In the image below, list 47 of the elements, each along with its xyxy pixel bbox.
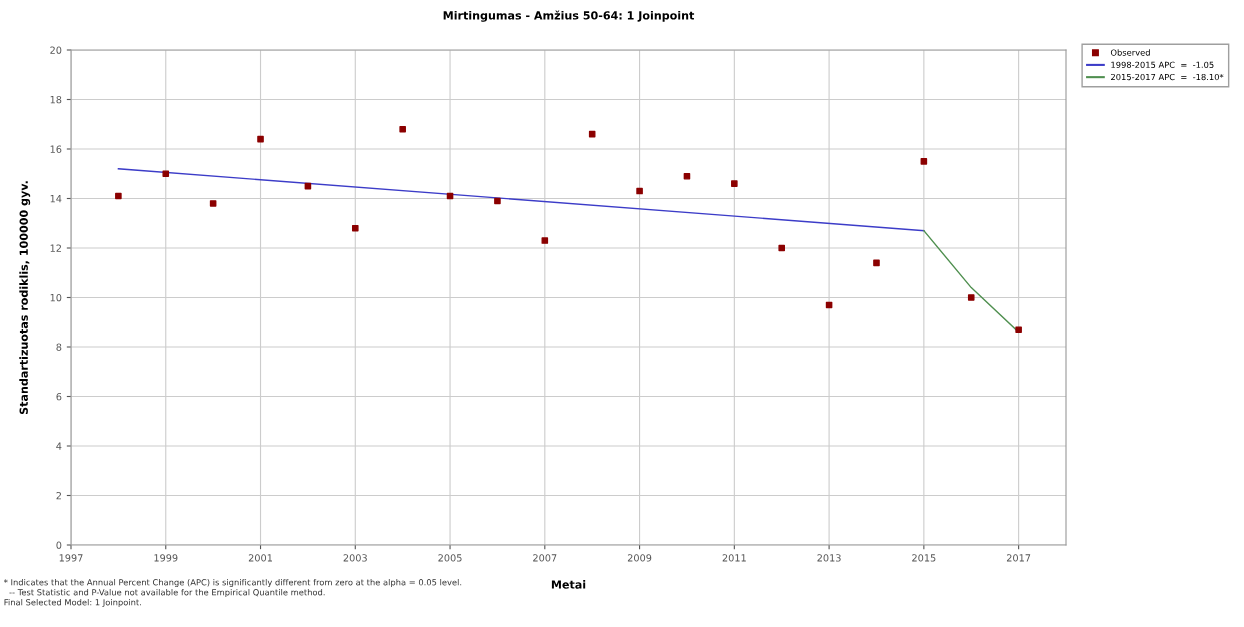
y-tick-label: 0 [56, 541, 62, 549]
y-tick-label: 2 [56, 491, 61, 500]
point [209, 200, 217, 207]
legend-label: 2015-2017 APC = -18.10* [1111, 73, 1224, 81]
chart-title: Mirtingumas - Amžius 50-64: 1 Joinpoint [443, 10, 695, 22]
y-tick-label: 20 [50, 46, 62, 54]
text: Final Selected Model: 1 Joinpoint. [4, 598, 141, 608]
y-tick-label: 14 [50, 195, 62, 203]
y-tick-label: 18 [50, 95, 62, 104]
x-tick-label: 1997 [59, 554, 83, 562]
point [636, 187, 643, 195]
x-tick-label: 2009 [627, 554, 652, 562]
y-tick-label: 8 [56, 343, 62, 351]
point [162, 170, 170, 178]
x-tick-label: 1999 [154, 554, 178, 562]
point [920, 158, 928, 165]
point [873, 259, 880, 267]
point [351, 224, 359, 232]
x-tick-label: 2003 [343, 554, 367, 562]
y-tick-label: 10 [50, 293, 62, 302]
x-tick-label: 2015 [912, 554, 936, 562]
text: -- Test Statistic and P-Value not available for the Empirical Quantile method. [9, 588, 325, 598]
x-tick-label: 2011 [722, 554, 746, 562]
x-tick-label: 2001 [248, 554, 272, 562]
point [778, 244, 786, 252]
y-tick-label: 12 [50, 244, 61, 252]
point [115, 192, 122, 200]
x-tick-label: 2017 [1006, 554, 1031, 562]
y-axis-title: Standartizuotas rodiklis, 100000 gyv. [19, 181, 31, 415]
x-tick-label: 2005 [438, 554, 462, 562]
point [494, 197, 501, 205]
point [683, 172, 691, 180]
legend-label: 1998-2015 APC = -1.05 [1111, 61, 1214, 68]
text: * Indicates that the Annual Percent Change (APC) is significantly different from zero at the alpha = 0.05 level. [3, 578, 462, 588]
legend-label: Observed [1110, 49, 1150, 56]
y-tick-label: 6 [56, 392, 62, 401]
point [967, 294, 975, 301]
y-tick-label: 4 [56, 442, 62, 450]
point [1015, 326, 1022, 333]
point [541, 237, 549, 244]
x-tick-label: 2007 [533, 554, 557, 562]
point [399, 125, 406, 133]
x-tick-label: 2013 [817, 554, 841, 562]
point [731, 180, 738, 187]
y-tick-label: 16 [50, 145, 62, 153]
x-axis-title: Metai [551, 580, 586, 589]
point [257, 135, 264, 143]
